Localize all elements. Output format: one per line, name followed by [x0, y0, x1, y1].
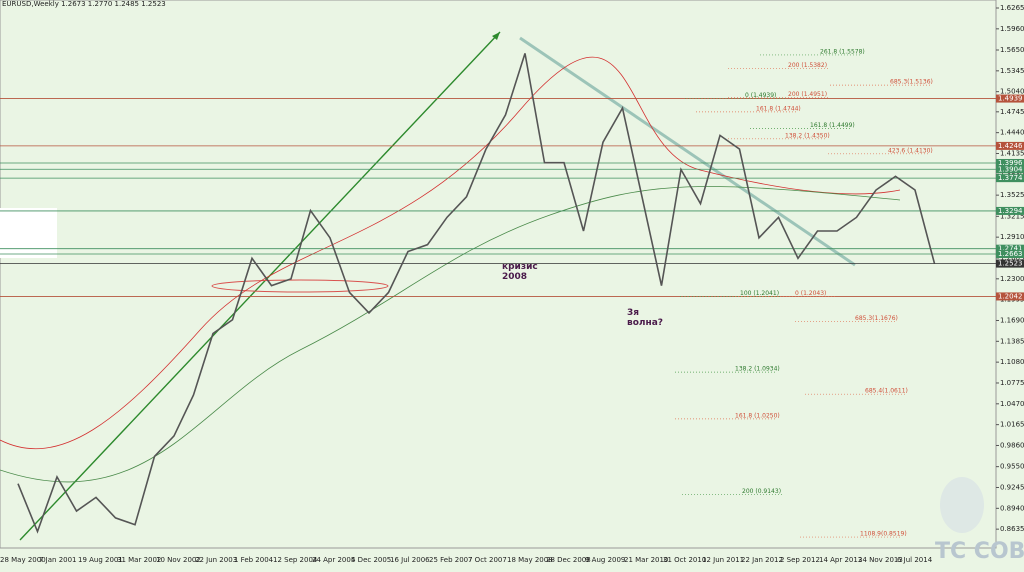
- level-label: 1.4246: [998, 142, 1023, 150]
- x-tick-label: 7 Oct 2007: [468, 556, 507, 564]
- arrow-head: [492, 32, 500, 40]
- y-tick-label: 1.3525: [1000, 191, 1024, 199]
- level-box: [996, 259, 1024, 268]
- level-label: 1.2663: [998, 250, 1023, 258]
- level-label: 1.2523: [998, 260, 1023, 268]
- x-tick-label: 25 Feb 2007: [429, 556, 473, 564]
- x-tick-label: 24 Nov 2013: [858, 556, 903, 564]
- y-tick-label: 1.1385: [1000, 337, 1024, 345]
- x-tick-label: 2 Sep 2012: [780, 556, 820, 564]
- fib-label: 0 (1.2043): [795, 290, 826, 297]
- x-tick-label: 21 Mar 2010: [624, 556, 668, 564]
- fib-label: 1108.9(0.8519): [860, 531, 907, 538]
- price-line: [17, 53, 936, 534]
- x-tick-label: 16 Jul 2006: [390, 556, 430, 564]
- x-tick-label: 14 Apr 2013: [819, 556, 862, 564]
- y-tick-label: 1.5345: [1000, 67, 1024, 75]
- fib-label: 138.2 (1.0934): [735, 366, 780, 373]
- y-tick-label: 1.4745: [1000, 108, 1024, 116]
- x-tick-label: 7 Jan 2001: [39, 556, 77, 564]
- level-label: 1.3996: [998, 159, 1023, 167]
- y-tick-label: 1.5650: [1000, 46, 1024, 54]
- level-box: [996, 141, 1024, 150]
- fib-label: 200 (1.4951): [788, 91, 827, 98]
- y-tick-label: 0.9245: [1000, 483, 1024, 491]
- y-tick-label: 1.6265: [1000, 4, 1024, 12]
- x-tick-label: 22 Jun 2003: [195, 556, 237, 564]
- y-tick-label: 1.1690: [1000, 316, 1024, 324]
- level-box: [996, 165, 1024, 174]
- level-box: [996, 94, 1024, 103]
- x-tick-label: 4 Dec 2005: [351, 556, 391, 564]
- watermark: ТС СОВА: [935, 539, 1024, 564]
- fib-label: 161.8 (1.4744): [756, 105, 801, 112]
- fib-label: 0 (1.4939): [745, 92, 776, 99]
- y-tick-label: 1.4135: [1000, 149, 1024, 157]
- panel: [0, 208, 57, 258]
- fib-label: 423.6 (1.4130): [888, 147, 933, 154]
- y-tick-label: 1.0470: [1000, 400, 1024, 408]
- chart-title: EURUSD,Weekly 1.2673 1.2770 1.2485 1.252…: [2, 0, 166, 8]
- level-label: 1.3904: [998, 165, 1023, 173]
- y-tick-label: 1.1080: [1000, 358, 1024, 366]
- y-tick-label: 0.9860: [1000, 441, 1024, 449]
- annotation: 3я волна?: [627, 308, 663, 328]
- y-tick-label: 1.5960: [1000, 25, 1024, 33]
- fib-label: 261.8 (1.5578): [820, 48, 865, 55]
- fib-label: 100 (1.2041): [740, 290, 779, 297]
- y-tick-label: 1.3215: [1000, 212, 1024, 220]
- fib-label: 200 (1.5382): [788, 62, 827, 69]
- level-label: 1.2042: [998, 292, 1023, 300]
- trend-line: [19, 31, 501, 541]
- x-tick-label: 22 Jan 2012: [741, 556, 783, 564]
- y-tick-label: 1.0165: [1000, 421, 1024, 429]
- x-tick-label: 18 May 2008: [507, 556, 553, 564]
- fib-label: 138.2 (1.4350): [785, 132, 830, 139]
- x-tick-label: 10 Nov 2002: [156, 556, 201, 564]
- x-tick-label: 28 May 2000: [0, 556, 46, 564]
- level-box: [996, 158, 1024, 167]
- x-tick-label: 24 Apr 2005: [312, 556, 355, 564]
- x-tick-label: 12 Sep 2004: [273, 556, 318, 564]
- fib-label: 200 (0.9143): [742, 488, 781, 495]
- y-tick-label: 0.8940: [1000, 504, 1024, 512]
- fib-label: 685.4(1.0611): [865, 388, 908, 395]
- y-tick-label: 1.2910: [1000, 233, 1024, 241]
- level-box: [996, 206, 1024, 215]
- level-box: [996, 292, 1024, 301]
- level-label: 1.3294: [998, 207, 1023, 215]
- x-tick-label: 28 Dec 2008: [546, 556, 591, 564]
- fib-label: 161.8 (1.0250): [735, 412, 780, 419]
- x-tick-label: 19 Aug 2001: [78, 556, 123, 564]
- level-label: 1.3774: [998, 174, 1023, 182]
- level-box: [996, 250, 1024, 259]
- x-tick-label: 31 Mar 2002: [117, 556, 161, 564]
- fib-label: 685.3(1.5136): [890, 79, 933, 86]
- x-tick-label: 31 Oct 2010: [663, 556, 706, 564]
- y-tick-label: 1.4440: [1000, 129, 1024, 137]
- x-tick-label: 6 Jul 2014: [897, 556, 933, 564]
- x-tick-label: 9 Aug 2009: [585, 556, 625, 564]
- owl-logo: [940, 477, 984, 533]
- fib-label: 685.3(1.1676): [855, 315, 898, 322]
- y-tick-label: 1.5040: [1000, 88, 1024, 96]
- y-tick-label: 1.0775: [1000, 379, 1024, 387]
- plot-area: [0, 0, 997, 549]
- x-tick-label: 1 Feb 2004: [234, 556, 274, 564]
- fib-label: 161.8 (1.4499): [810, 122, 855, 129]
- level-label: 1.2741: [998, 245, 1023, 253]
- zone: [211, 279, 389, 293]
- x-tick-label: 12 Jun 2011: [702, 556, 744, 564]
- y-tick-label: 0.8635: [1000, 525, 1024, 533]
- annotation: кризис 2008: [502, 262, 538, 282]
- trend-line: [519, 36, 856, 267]
- y-tick-label: 0.9550: [1000, 463, 1024, 471]
- level-box: [996, 244, 1024, 253]
- y-tick-label: 1.2300: [1000, 275, 1024, 283]
- level-box: [996, 174, 1024, 183]
- level-label: 1.4939: [998, 95, 1023, 103]
